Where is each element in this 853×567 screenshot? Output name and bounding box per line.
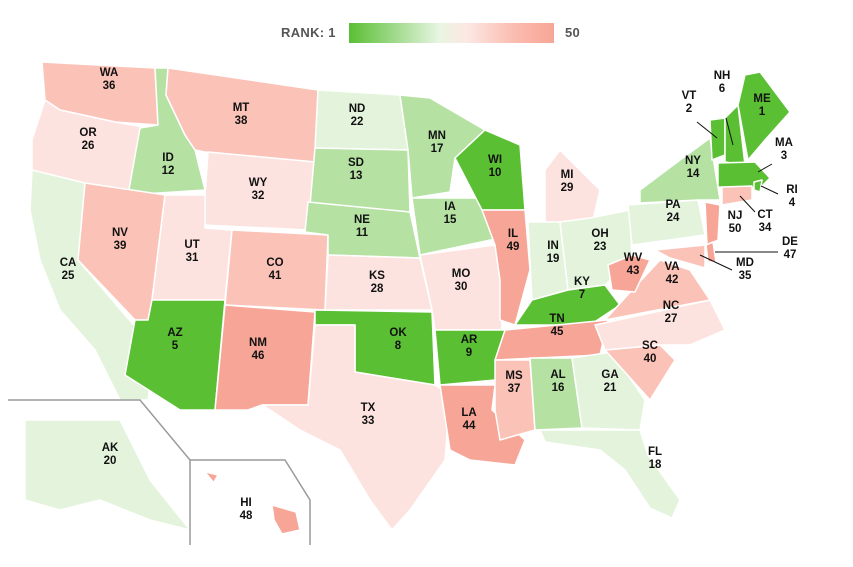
state-il[interactable]	[481, 209, 531, 326]
state-abbr: MA	[775, 137, 793, 149]
state-tn[interactable]	[494, 319, 609, 361]
state-rank: 34	[758, 222, 772, 234]
state-ks[interactable]	[324, 254, 433, 311]
state-abbr: NH	[713, 70, 731, 82]
callout-line-nh	[725, 117, 734, 146]
state-rank: 3	[780, 150, 788, 162]
state-sd[interactable]	[309, 147, 411, 213]
state-wy[interactable]	[202, 151, 316, 231]
state-hi[interactable]	[205, 471, 301, 535]
state-label-ri: RI 4	[767, 184, 817, 210]
state-abbr: CT	[757, 209, 773, 221]
legend-min-label: RANK: 1	[281, 25, 336, 40]
state-me[interactable]	[737, 71, 791, 161]
state-abbr: VT	[681, 90, 697, 102]
state-pa[interactable]	[627, 199, 706, 246]
state-vt[interactable]	[709, 117, 726, 161]
callout-line-md	[699, 254, 733, 271]
state-label-vt: VT 2	[664, 90, 714, 116]
state-abbr: RI	[786, 184, 798, 196]
state-ny[interactable]	[639, 137, 721, 204]
state-ga[interactable]	[571, 351, 646, 431]
state-va[interactable]	[604, 259, 711, 321]
state-wv[interactable]	[607, 254, 651, 293]
state-nj[interactable]	[704, 201, 721, 246]
state-fl[interactable]	[539, 429, 681, 519]
state-rank: 2	[685, 103, 693, 115]
state-tx[interactable]	[261, 324, 451, 531]
state-rank: 35	[738, 270, 752, 282]
state-label-nh: NH 6	[697, 70, 747, 96]
state-label-de: DE 47	[765, 236, 815, 262]
legend: RANK: 1 50	[0, 23, 853, 43]
state-ct[interactable]	[721, 185, 753, 206]
state-mn[interactable]	[399, 94, 486, 199]
callout-line-vt	[696, 121, 718, 139]
state-ri[interactable]	[753, 179, 763, 193]
state-rank: 47	[783, 249, 797, 261]
state-label-me: ME 1	[737, 93, 787, 119]
state-nd[interactable]	[314, 89, 409, 151]
hawaii-inset-border	[190, 459, 311, 545]
callout-line-ct	[739, 195, 756, 213]
state-wi[interactable]	[454, 129, 526, 211]
state-rank: 6	[718, 83, 726, 95]
state-co[interactable]	[224, 229, 329, 311]
state-mi[interactable]	[544, 149, 601, 226]
state-abbr: MD	[736, 257, 754, 269]
state-rank: 4	[788, 197, 796, 209]
legend-gradient-bar	[349, 23, 554, 43]
state-md[interactable]	[654, 244, 706, 269]
state-rank: 1	[758, 106, 766, 118]
state-label-md: MD 35	[720, 257, 770, 283]
state-label-ct: CT 34	[740, 209, 790, 235]
state-ma[interactable]	[717, 161, 771, 189]
callout-line-ma	[757, 163, 773, 173]
state-ky[interactable]	[514, 284, 621, 326]
state-nm[interactable]	[214, 304, 316, 411]
state-ms[interactable]	[494, 359, 536, 441]
legend-max-label: 50	[565, 25, 581, 40]
state-abbr: DE	[782, 236, 798, 248]
state-label-ma: MA 3	[759, 137, 809, 163]
alaska-inset-border	[8, 399, 191, 545]
callout-line-ri	[760, 185, 779, 195]
state-ak[interactable]	[24, 419, 191, 531]
state-abbr: ME	[753, 93, 771, 105]
